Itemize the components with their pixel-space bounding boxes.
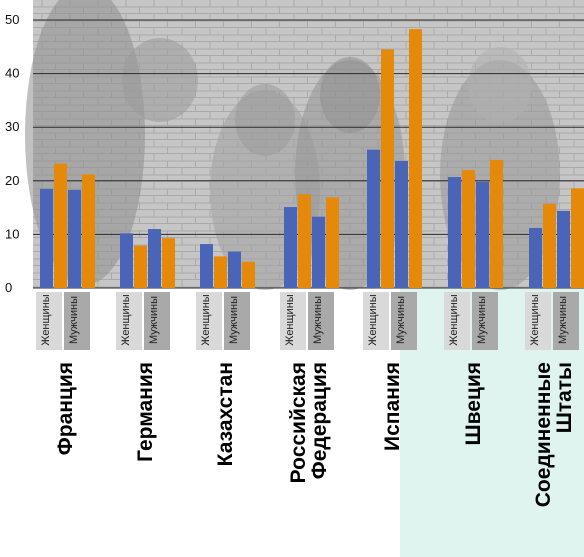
- sex-label: Женщины: [448, 294, 460, 345]
- bar-women: [476, 181, 489, 288]
- bar-men: [134, 245, 147, 288]
- sex-label: Мужчины: [148, 296, 160, 344]
- bar-men: [409, 29, 422, 288]
- bar-men: [490, 159, 503, 288]
- sex-label: Мужчины: [557, 296, 569, 344]
- bar-women: [40, 188, 53, 288]
- bar-women: [148, 229, 161, 288]
- bar-men: [543, 203, 556, 288]
- bar-women: [395, 160, 408, 288]
- photo-figure: [320, 57, 380, 133]
- sex-label-box: [196, 292, 222, 350]
- sex-label: Женщины: [120, 294, 132, 345]
- sex-label-box: [64, 292, 90, 350]
- sex-label: Мужчины: [476, 296, 488, 344]
- sex-label: Женщины: [367, 294, 379, 345]
- bar-men: [214, 256, 227, 288]
- bar-men: [82, 174, 95, 288]
- photo-figure: [122, 38, 198, 122]
- sex-label: Женщины: [200, 294, 212, 345]
- bar-women: [284, 207, 297, 288]
- bar-men: [381, 49, 394, 289]
- sex-label-box: [36, 292, 62, 350]
- photo-figure: [235, 84, 295, 156]
- y-tick-label: 50: [5, 12, 19, 27]
- bar-men: [326, 197, 339, 288]
- country-label: Штаты: [553, 362, 576, 433]
- sex-label-box: [280, 292, 306, 350]
- sex-label-box: [444, 292, 470, 350]
- bar-women: [200, 244, 213, 288]
- sex-label: Женщины: [40, 294, 52, 345]
- bar-women: [529, 227, 542, 288]
- sex-label-box: [525, 292, 551, 350]
- y-tick-label: 30: [5, 119, 19, 134]
- bar-men: [462, 170, 475, 288]
- country-label: Испания: [381, 362, 404, 451]
- bar-women: [367, 149, 380, 288]
- bar-women: [120, 233, 133, 288]
- bar-women: [312, 216, 325, 288]
- sex-label: Мужчины: [68, 296, 80, 344]
- country-label: Федерация: [308, 362, 331, 479]
- country-label: Германия: [134, 362, 157, 462]
- sex-label-box: [144, 292, 170, 350]
- sex-label-box: [391, 292, 417, 350]
- sex-label-box: [553, 292, 579, 350]
- sex-label-box: [363, 292, 389, 350]
- country-label: Франция: [54, 362, 77, 455]
- bar-men: [571, 188, 584, 288]
- bar-women: [228, 251, 241, 288]
- bar-women: [68, 189, 81, 288]
- bar-men: [162, 238, 175, 288]
- sex-label: Мужчины: [228, 296, 240, 344]
- sex-label: Мужчины: [395, 296, 407, 344]
- sex-label: Женщины: [529, 294, 541, 345]
- country-label: Соединенные: [532, 362, 555, 507]
- sex-label-box: [308, 292, 334, 350]
- bar-men: [242, 261, 255, 288]
- bar-women: [448, 177, 461, 288]
- country-label: Российская: [287, 362, 310, 483]
- photo-figure: [468, 47, 532, 123]
- sex-label-box: [116, 292, 142, 350]
- y-tick-label: 40: [5, 66, 19, 81]
- sex-label: Мужчины: [312, 296, 324, 344]
- y-tick-label: 20: [5, 173, 19, 188]
- bar-men: [54, 163, 67, 288]
- sex-label-box: [224, 292, 250, 350]
- country-label: Швеция: [462, 362, 485, 446]
- sex-label-box: [472, 292, 498, 350]
- y-tick-label: 10: [5, 226, 19, 241]
- country-label: Казахстан: [214, 362, 237, 466]
- bar-women: [557, 210, 570, 288]
- sex-label: Женщины: [284, 294, 296, 345]
- bar-men: [298, 194, 311, 288]
- y-tick-label: 0: [5, 280, 12, 295]
